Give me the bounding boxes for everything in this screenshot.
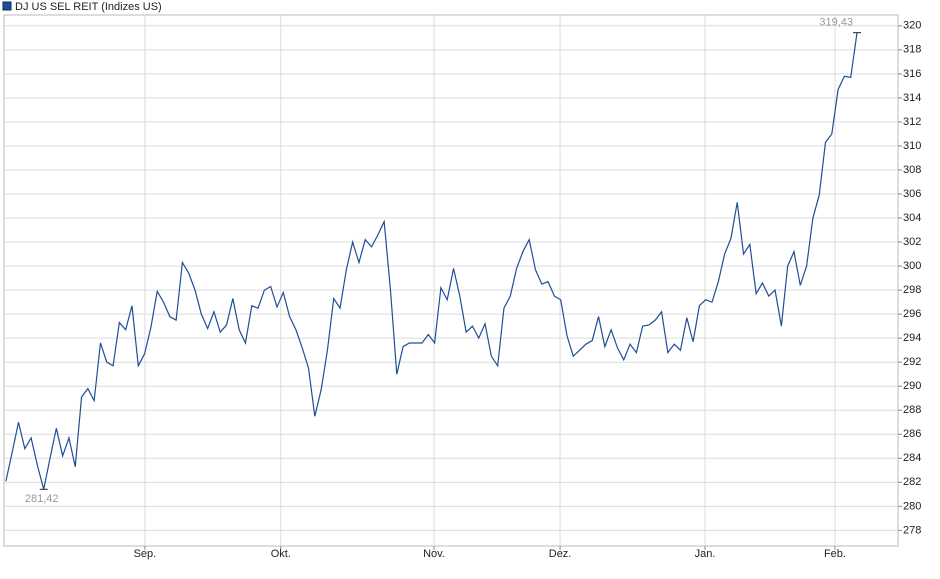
y-tick-label: 302 (903, 236, 921, 248)
price-line (5, 32, 858, 490)
x-tick-label: Feb. (824, 548, 846, 560)
min-label: 281,42 (25, 493, 59, 505)
x-tick-label: Sep. (134, 548, 157, 560)
y-tick-label: 316 (903, 68, 921, 80)
y-tick-label: 318 (903, 44, 921, 56)
y-tick-label: 290 (903, 380, 921, 392)
y-tick-label: 296 (903, 308, 921, 320)
y-tick-label: 306 (903, 188, 921, 200)
y-tick-label: 288 (903, 404, 921, 416)
y-tick-label: 284 (903, 452, 921, 464)
y-tick-label: 320 (903, 20, 921, 32)
y-tick-label: 280 (903, 500, 921, 512)
y-tick-label: 300 (903, 260, 921, 272)
y-tick-label: 294 (903, 332, 921, 344)
y-tick-label: 278 (903, 524, 921, 536)
x-tick-label: Dez. (549, 548, 572, 560)
legend-label: DJ US SEL REIT (Indizes US) (15, 1, 162, 13)
y-tick-label: 286 (903, 428, 921, 440)
y-tick-label: 312 (903, 116, 921, 128)
x-tick-label: Jan. (695, 548, 716, 560)
y-tick-label: 282 (903, 476, 921, 488)
y-tick-label: 308 (903, 164, 921, 176)
y-tick-label: 304 (903, 212, 921, 224)
x-tick-label: Okt. (271, 548, 291, 560)
y-tick-label: 298 (903, 284, 921, 296)
legend-swatch (2, 1, 12, 11)
y-tick-label: 314 (903, 92, 921, 104)
y-tick-label: 292 (903, 356, 921, 368)
y-tick-label: 310 (903, 140, 921, 152)
max-label: 319,43 (819, 17, 853, 29)
x-tick-label: Nov. (423, 548, 445, 560)
